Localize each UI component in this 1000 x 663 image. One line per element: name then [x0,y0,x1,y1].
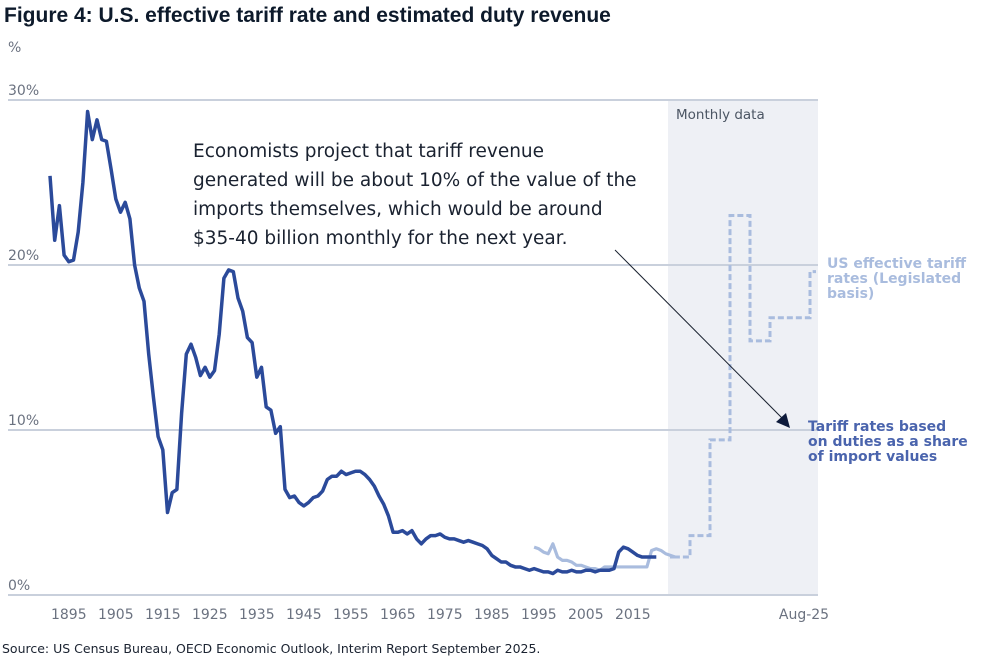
x-tick-label: 1965 [380,607,416,623]
x-tick-label: 1975 [427,607,463,623]
legend-label-legislated: US effective tariff [827,256,967,272]
x-tick-label: 2005 [568,607,604,623]
y-tick-label: 10% [8,413,39,429]
x-tick-label: 1985 [474,607,510,623]
series-lines [48,109,816,576]
y-axis: 0% 10% 20% 30% [8,83,39,594]
monthly-data-region [668,100,818,595]
x-tick-label: Aug-25 [779,607,829,623]
arrowhead-icon [776,413,790,428]
y-tick-label: 20% [8,248,39,264]
legend-label-duties-share: on duties as a share [808,434,968,450]
x-tick-label: 1945 [286,607,322,623]
x-tick-label: 1925 [192,607,228,623]
legend-label-duties-share: of import values [808,449,937,465]
gridlines [8,99,818,596]
legend-label-legislated: basis) [827,286,874,302]
x-axis: 1895 1905 1915 1925 1935 1945 1955 1965 1975 1985… [51,607,829,623]
source-note: Source: US Census Bureau, OECD Economic … [2,641,541,656]
annotation-line: $35-40 billion monthly for the next year… [193,228,568,249]
y-axis-unit: % [8,40,21,56]
series-line-legislated-annual [533,542,676,572]
x-tick-label: 2015 [615,607,651,623]
x-tick-label: 1955 [333,607,369,623]
y-tick-label: 0% [8,578,30,594]
annotation-line: generated will be about 10% of the value… [193,170,637,191]
annotation: Economists project that tariff revenue ge… [193,141,790,428]
x-tick-label: 1935 [239,607,275,623]
y-tick-label: 30% [8,83,39,99]
x-tick-label: 1995 [521,607,557,623]
monthly-data-label: Monthly data [676,107,765,123]
annotation-arrow [614,249,783,419]
x-tick-label: 1895 [51,607,87,623]
x-tick-label: 1905 [98,607,134,623]
legend-label-legislated: rates (Legislated [827,271,961,287]
chart: Monthly data 0%10%20%30% % 1895 1905 1915 1… [0,0,968,623]
series-line-duties-share-annual [48,109,657,576]
series-line-legislated-monthly [670,214,816,559]
annotation-line: Economists project that tariff revenue [193,141,544,162]
x-tick-label: 1915 [145,607,181,623]
annotation-line: imports themselves, which would be aroun… [193,199,603,220]
legend-label-duties-share: Tariff rates based [808,419,946,435]
chart-title: Figure 4: U.S. effective tariff rate and… [4,4,611,27]
